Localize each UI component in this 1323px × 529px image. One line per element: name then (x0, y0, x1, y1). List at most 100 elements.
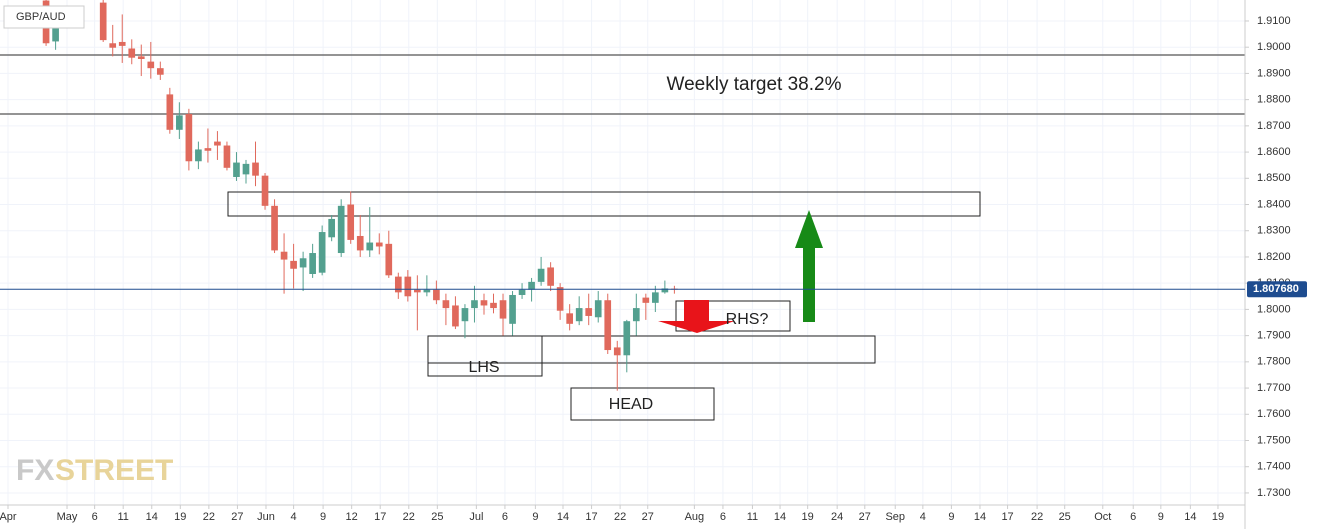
candle-body (318, 232, 326, 273)
symbol-box (3, 5, 85, 29)
candle-body (52, 27, 59, 42)
candle-body (566, 313, 573, 324)
candle-body (242, 163, 250, 175)
candle-body (356, 235, 364, 251)
x-tick-label: 17 (585, 511, 597, 523)
candle-body (452, 305, 459, 327)
x-tick-label: 25 (1059, 511, 1071, 523)
y-tick-label: 1.7800 (1257, 356, 1291, 368)
y-tick-label: 1.9000 (1257, 41, 1291, 53)
x-tick-label: 6 (720, 511, 726, 523)
candle-body (499, 300, 507, 319)
candle-body (223, 145, 231, 168)
y-tick-label: 1.8500 (1257, 172, 1291, 184)
y-tick-label: 1.8700 (1257, 120, 1291, 132)
x-tick-label: Jul (469, 511, 483, 523)
candle-body (461, 308, 469, 322)
candle-body (585, 308, 593, 316)
y-tick-label: 1.9100 (1257, 15, 1291, 27)
x-tick-label: 14 (1184, 511, 1196, 523)
candle-body (261, 175, 269, 206)
x-tick-label: 14 (557, 511, 569, 523)
candle-body (214, 141, 221, 146)
candle-body (309, 253, 316, 275)
y-tick-label: 1.7600 (1257, 408, 1291, 420)
x-tick-label: 12 (346, 511, 358, 523)
x-tick-label: 6 (1130, 511, 1136, 523)
x-tick-label: 19 (174, 511, 186, 523)
head-box (570, 387, 715, 421)
candle-body (575, 308, 583, 322)
candle-body (518, 289, 526, 295)
symbol: GBP/AUD (16, 11, 66, 23)
up-arrow (795, 210, 823, 322)
x-tick-label: Apr (0, 511, 17, 523)
x-tick-label: 25 (431, 511, 443, 523)
x-tick-label: 9 (320, 511, 326, 523)
candle-body (109, 43, 117, 48)
x-tick-label: 27 (231, 511, 243, 523)
candle-body (547, 267, 554, 286)
candle-body (661, 288, 669, 293)
candle-body (613, 347, 621, 356)
x-tick-label: Jun (257, 511, 275, 523)
head-label: HEAD (609, 396, 653, 413)
y-tick-label: 1.7700 (1257, 382, 1291, 394)
candle-body (623, 321, 631, 356)
candle-body (233, 162, 240, 177)
candle-body (490, 302, 497, 309)
candle-body (632, 308, 640, 322)
candle-body (556, 287, 564, 311)
candle-body (128, 48, 136, 58)
candle-body (509, 294, 516, 324)
axes: 1.7300 1.7400 1.7500 1.7600 1.7700 1.7800 1.79… (0, 15, 1291, 523)
logo-fx: FX (16, 454, 54, 487)
y-tick-label: 1.7900 (1257, 330, 1291, 342)
candle-body (414, 289, 421, 293)
candle-body (471, 300, 478, 309)
x-tick-label: 17 (374, 511, 386, 523)
candle-body (404, 276, 412, 297)
candle-body (271, 205, 278, 251)
logo-street: STREET (55, 454, 173, 487)
x-tick-label: 4 (920, 511, 926, 523)
candle-body (442, 300, 450, 309)
candle-body (176, 115, 183, 130)
x-tick-label: Aug (685, 511, 705, 523)
lhs-label: LHS (468, 359, 499, 376)
lhs-box (427, 335, 543, 377)
y-tick-label: 1.8800 (1257, 94, 1291, 106)
current-price-box (1247, 281, 1307, 298)
x-tick-label: 19 (1212, 511, 1224, 523)
candle-body (328, 218, 336, 238)
y-tick-label: 1.7400 (1257, 461, 1291, 473)
rhs-box (675, 300, 791, 332)
rhs-label: RHS? (726, 311, 769, 328)
candle-body (347, 204, 355, 240)
x-tick-label: 6 (502, 511, 508, 523)
y-tick-label: 1.8200 (1257, 251, 1291, 263)
candle-body (594, 300, 602, 318)
candle-body (280, 251, 288, 260)
candle-body (204, 148, 212, 151)
x-tick-label: 22 (203, 511, 215, 523)
x-tick-label: 4 (291, 511, 297, 523)
candle-body (118, 41, 126, 46)
candle-body (156, 68, 164, 75)
x-tick-label: Sep (885, 511, 905, 523)
candle-body (299, 258, 307, 268)
candle-body (604, 300, 612, 351)
current-price-label: 1.807680 (1253, 283, 1299, 295)
y-tick-label: 1.8000 (1257, 303, 1291, 315)
x-tick-label: 14 (774, 511, 786, 523)
y-tick-label: 1.7300 (1257, 487, 1291, 499)
x-tick-label: 11 (117, 511, 128, 523)
candles (42, 0, 678, 391)
y-tick-label: 1.8300 (1257, 225, 1291, 237)
x-tick-label: 9 (948, 511, 954, 523)
x-tick-label: 9 (532, 511, 538, 523)
x-tick-label: 22 (614, 511, 626, 523)
candle-body (99, 2, 107, 41)
candle-body (195, 149, 202, 162)
candle-body (252, 162, 259, 176)
